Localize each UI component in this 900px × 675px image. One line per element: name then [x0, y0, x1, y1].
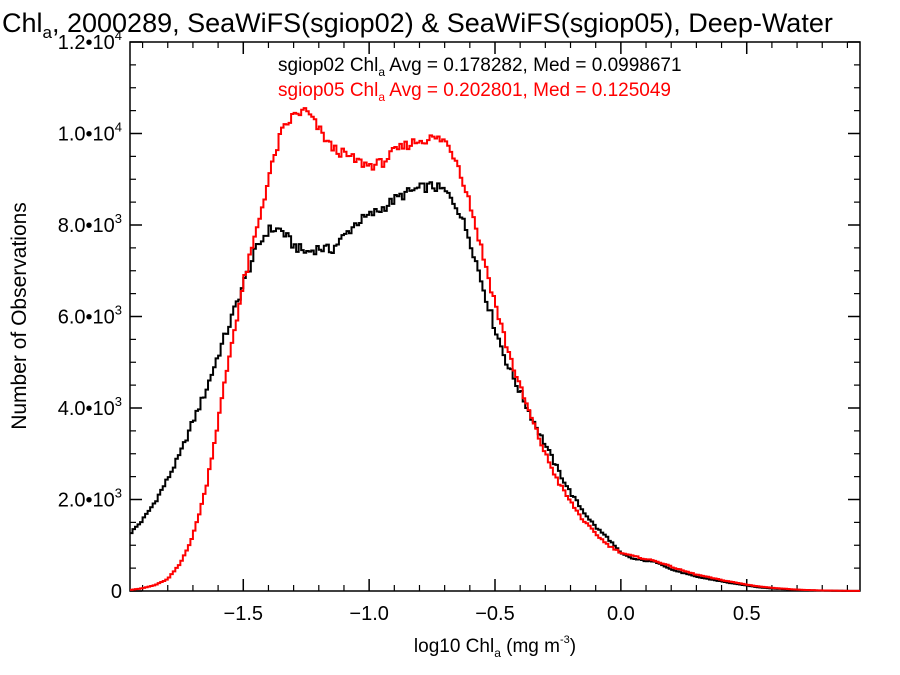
- legend-sgiop02: sgiop02 Chla Avg = 0.178282, Med = 0.099…: [278, 55, 682, 79]
- y-tick-label: 2.0•103: [58, 486, 122, 512]
- axis-ticks: −1.5 −1.0 −0.5 0.0 0.5 0 2.0•103 4.0•103 6.0•103…: [58, 28, 860, 625]
- x-axis-label: log10 Chla (mg m-3): [414, 634, 576, 660]
- legend-sgiop05: sgiop05 Chla Avg = 0.202801, Med = 0.125…: [278, 80, 671, 104]
- y-tick-label: 0: [111, 581, 122, 603]
- y-tick-label: 4.0•103: [58, 394, 122, 420]
- series-layer: [130, 107, 860, 592]
- x-tick-label: −0.5: [475, 603, 514, 625]
- y-tick-label: 8.0•103: [58, 211, 122, 237]
- x-tick-label: −1.5: [224, 603, 263, 625]
- y-tick-label: 1.0•104: [58, 120, 122, 146]
- series-sgiop05-line: [130, 107, 860, 592]
- x-tick-label: 0.5: [733, 603, 761, 625]
- x-tick-label: 0.0: [607, 603, 635, 625]
- chart-title: Chla, 2000289, SeaWiFS(sgiop02) & SeaWiF…: [2, 8, 833, 42]
- y-tick-label: 1.2•104: [58, 28, 122, 54]
- y-axis-label: Number of Observations: [8, 202, 31, 430]
- x-tick-label: −1.0: [349, 603, 388, 625]
- y-tick-label: 6.0•103: [58, 303, 122, 329]
